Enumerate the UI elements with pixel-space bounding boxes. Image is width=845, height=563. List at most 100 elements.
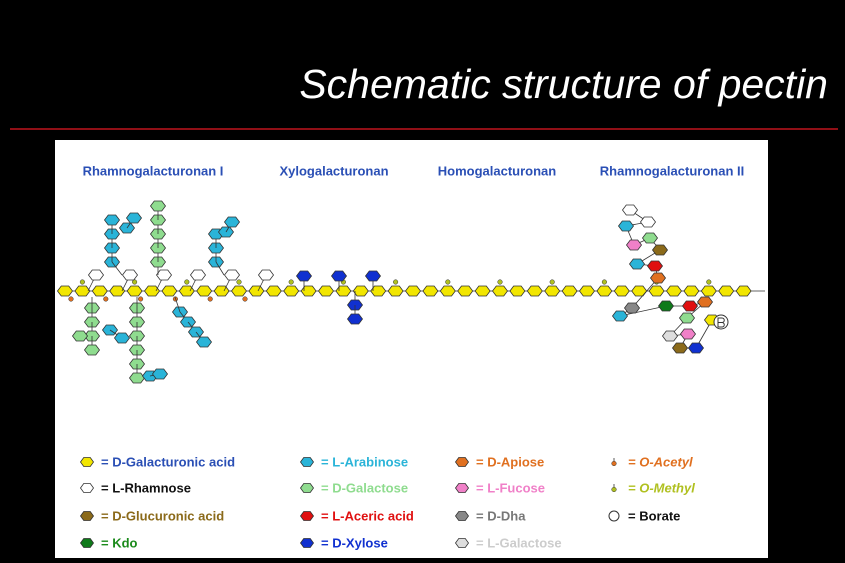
galacturonic-acid (718, 285, 735, 297)
galacturonic-acid (683, 285, 700, 297)
legend-symbol (80, 483, 94, 493)
legend-symbol (80, 457, 94, 467)
xylose (365, 270, 381, 282)
legend-symbol (608, 510, 620, 522)
arabinose (224, 216, 240, 228)
galacturonic-acid (544, 285, 561, 297)
galacturonic-acid (57, 285, 73, 297)
legend-label: = D-Galactose (321, 480, 408, 495)
galacturonic-acid (735, 285, 752, 297)
substituent (393, 279, 399, 285)
xylose (296, 270, 312, 282)
rgii-sugar (626, 239, 642, 251)
substituent (207, 296, 213, 302)
substituent (79, 279, 85, 285)
arabinose (126, 212, 142, 224)
legend-symbol (611, 460, 617, 467)
galactose (129, 372, 145, 384)
bond (631, 277, 659, 309)
legend-label: = D-Glucuronic acid (101, 508, 224, 523)
galacturonic-acid (579, 285, 595, 297)
galacturonic-acid (91, 285, 108, 297)
rgii-sugar (662, 330, 678, 342)
rhamnose (122, 269, 138, 281)
galacturonic-acid (352, 285, 369, 297)
legend-symbol (455, 511, 469, 521)
legend-label: = Kdo (101, 535, 138, 550)
galacturonic-acid (231, 285, 247, 297)
rgii-sugar (622, 204, 638, 216)
legend-symbol (455, 483, 469, 493)
galacturonic-acid (492, 285, 508, 297)
bond (619, 305, 667, 317)
legend-label: = D-Apiose (476, 454, 544, 469)
galacturonic-acid (178, 285, 195, 297)
substituent (445, 279, 451, 285)
legend: = D-Galacturonic acid = L-Rhamnose = D-Glu… (80, 454, 695, 550)
structure (57, 200, 765, 384)
legend-symbol (300, 457, 314, 467)
substituent (288, 279, 294, 285)
rgii-sugar (624, 302, 640, 314)
galacturonic-acid (631, 285, 648, 297)
rgii-sugar (618, 220, 634, 232)
galactose (150, 200, 166, 212)
substituent (138, 296, 144, 302)
arabinose (196, 336, 212, 348)
galacturonic-acid (109, 285, 126, 297)
substituent (497, 279, 503, 285)
galacturonic-acid (265, 285, 282, 297)
substituent (549, 279, 555, 285)
legend-symbol (80, 511, 94, 521)
substituent (706, 279, 712, 285)
arabinose (104, 214, 120, 226)
legend-label: = L-Arabinose (321, 454, 408, 469)
substituent (601, 279, 607, 285)
galacturonic-acid (509, 285, 526, 297)
substituent (242, 296, 248, 302)
legend-label: = D-Galacturonic acid (101, 454, 235, 469)
rgii-sugar (652, 244, 668, 256)
rgii-sugar (647, 260, 663, 272)
galacturonic-acid (144, 285, 160, 297)
rgii-sugar (640, 216, 656, 228)
rgii-sugar (658, 300, 674, 312)
rgii-sugar (642, 232, 658, 244)
slide-title: Schematic structure of pectin (299, 61, 828, 107)
legend-label: = Borate (628, 508, 680, 523)
galacturonic-acid (370, 285, 387, 297)
galacturonic-acid (666, 285, 682, 297)
legend-label: = L-Fucose (476, 480, 545, 495)
rhamnose (258, 269, 274, 281)
galacturonic-acid (457, 285, 474, 297)
xylose (347, 313, 363, 325)
region-label: Homogalacturonan (438, 163, 557, 178)
galactose (84, 344, 100, 356)
xylose (331, 270, 347, 282)
legend-label: = D-Xylose (321, 535, 388, 550)
galacturonic-acid (300, 285, 317, 297)
rgii-sugar (629, 258, 645, 270)
legend-label: = L-Rhamnose (101, 480, 191, 495)
galacturonic-acid (196, 285, 213, 297)
legend-label: = D-Dha (476, 508, 526, 523)
galacturonic-acid (283, 285, 300, 297)
legend-symbol (455, 457, 469, 467)
borate-glyph (717, 317, 725, 328)
arabinose (114, 332, 130, 344)
rhamnose (156, 269, 172, 281)
legend-symbol (455, 538, 469, 548)
galacturonic-acid (248, 285, 265, 297)
rgii-sugar (672, 342, 688, 354)
legend-label: = O-Acetyl (628, 454, 693, 469)
substituent (236, 279, 242, 285)
rgii-sugar (680, 328, 696, 340)
rgii-sugar (682, 300, 698, 312)
bond (111, 261, 123, 276)
rhamnose (224, 269, 240, 281)
rgii-sugar (650, 272, 666, 284)
legend-label: = L-Galactose (476, 535, 562, 550)
galacturonic-acid (213, 285, 230, 297)
region-label: Rhamnogalacturonan I (83, 163, 224, 178)
